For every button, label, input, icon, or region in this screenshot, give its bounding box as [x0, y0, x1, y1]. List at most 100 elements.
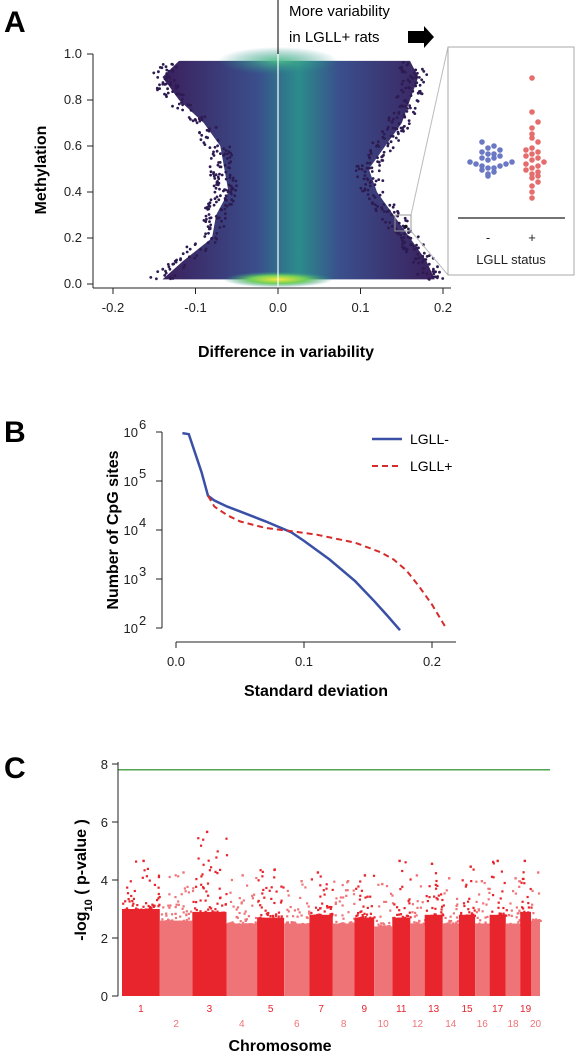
panel-c-chromosome-label: 13	[428, 1004, 440, 1015]
panel-c-point	[369, 895, 372, 898]
panel-a-point	[370, 170, 374, 173]
panel-c-point	[470, 880, 473, 883]
panel-a-point	[405, 247, 409, 251]
panel-c-point	[370, 905, 373, 908]
panel-a-point	[161, 267, 165, 271]
panel-c-point	[202, 887, 205, 890]
panel-a-point	[417, 246, 420, 250]
panel-a-x-tick-label: 0.0	[269, 300, 287, 315]
panel-c-point	[435, 879, 438, 883]
panel-a-point	[370, 202, 374, 206]
panel-a-point	[204, 232, 208, 236]
panel-c-point	[200, 844, 203, 847]
panel-a-point	[355, 164, 359, 168]
panel-a-point	[186, 103, 190, 106]
panel-c-point	[470, 914, 473, 917]
panel-c-point	[136, 904, 139, 907]
panel-c-point	[171, 920, 174, 923]
panel-c-point	[262, 888, 265, 891]
panel-a-inset-point-lgll-minus	[479, 163, 485, 169]
panel-a-inset-point-lgll-minus	[479, 155, 485, 161]
panel-c-point	[261, 875, 264, 878]
panel-a-point	[149, 276, 153, 279]
panel-c-point	[187, 891, 190, 894]
panel-a-point	[432, 272, 436, 276]
panel-c-point	[307, 905, 310, 908]
panel-a-point	[200, 115, 204, 119]
panel-c-point	[124, 908, 127, 911]
panel-a-point	[377, 145, 381, 148]
panel-c-point	[282, 886, 285, 889]
panel-a-plot-area	[149, 46, 445, 288]
panel-a-point	[407, 119, 411, 122]
panel-c-point	[214, 908, 217, 911]
panel-c-point	[182, 905, 185, 908]
panel-a-point	[182, 266, 185, 270]
panel-a-point	[234, 188, 238, 192]
panel-c-point	[147, 904, 150, 908]
panel-a-point	[212, 150, 215, 154]
panel-b-y-tick-label: 10	[124, 621, 138, 636]
panel-a-inset-point-lgll-plus	[529, 183, 535, 189]
panel-a-point	[168, 267, 172, 271]
panel-a-point	[230, 203, 233, 206]
panel-a-point	[198, 119, 202, 123]
panel-a-inset-point-lgll-plus	[529, 171, 535, 177]
panel-c-point	[146, 908, 149, 911]
panel-a-x-axis-title: Difference in variability	[198, 344, 374, 361]
panel-c-point	[425, 895, 428, 898]
panel-c-point	[157, 886, 160, 889]
panel-c-point	[389, 909, 392, 912]
panel-b-y-tick-label: 10	[124, 523, 138, 538]
panel-a-y-tick-label: 0.8	[64, 92, 82, 107]
panel-c-point	[124, 900, 127, 903]
panel-c-point	[174, 874, 177, 877]
panel-a-point	[226, 190, 230, 194]
panel-c-point	[318, 913, 321, 916]
panel-c-chromosome-label: 4	[239, 1019, 245, 1030]
panel-a-point	[167, 265, 171, 269]
panel-c-point	[531, 903, 534, 906]
panel-c-point	[125, 907, 129, 910]
panel-c-point	[532, 912, 535, 915]
panel-a-point	[205, 217, 208, 221]
panel-a-point	[207, 207, 211, 211]
panel-a-point	[209, 198, 213, 202]
panel-c-point	[246, 884, 249, 887]
panel-c-point	[230, 878, 233, 882]
panel-c-point	[325, 887, 328, 890]
panel-a-point	[369, 180, 373, 184]
panel-c-point	[299, 923, 302, 926]
panel-c-point	[218, 887, 221, 890]
panel-c-point	[396, 906, 399, 909]
panel-a-point	[188, 247, 192, 251]
panel-c-point	[403, 907, 406, 910]
panel-a-point	[175, 258, 179, 262]
panel-a-point	[396, 94, 400, 98]
panel-c-point	[325, 883, 328, 886]
panel-a-inset-point-lgll-minus	[503, 161, 509, 167]
panel-c-point	[153, 904, 156, 907]
panel-c-point	[498, 912, 501, 915]
panel-a-inset-x-title: LGLL status	[476, 252, 546, 267]
panel-a-point	[422, 70, 426, 73]
panel-c-point	[195, 885, 198, 888]
panel-a-point	[366, 193, 370, 196]
panel-c-point	[286, 915, 289, 918]
panel-c-point	[127, 898, 130, 901]
panel-a-point	[371, 177, 375, 180]
panel-a-point	[391, 205, 395, 209]
panel-a-point	[169, 83, 172, 87]
panel-c-point	[387, 926, 390, 929]
panel-c-point	[470, 912, 474, 915]
panel-a-point	[422, 267, 425, 270]
panel-a-inset-point-lgll-plus	[535, 119, 541, 125]
panel-a-point	[204, 247, 208, 251]
panel-c-point	[442, 904, 445, 907]
panel-a-point	[381, 179, 385, 183]
panel-c-point	[275, 890, 278, 893]
panel-b-y-tick-label: 10	[124, 572, 138, 587]
panel-a-point	[156, 76, 160, 79]
panel-c-point	[259, 916, 262, 919]
